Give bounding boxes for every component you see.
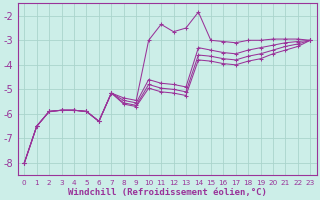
X-axis label: Windchill (Refroidissement éolien,°C): Windchill (Refroidissement éolien,°C) xyxy=(68,188,267,197)
